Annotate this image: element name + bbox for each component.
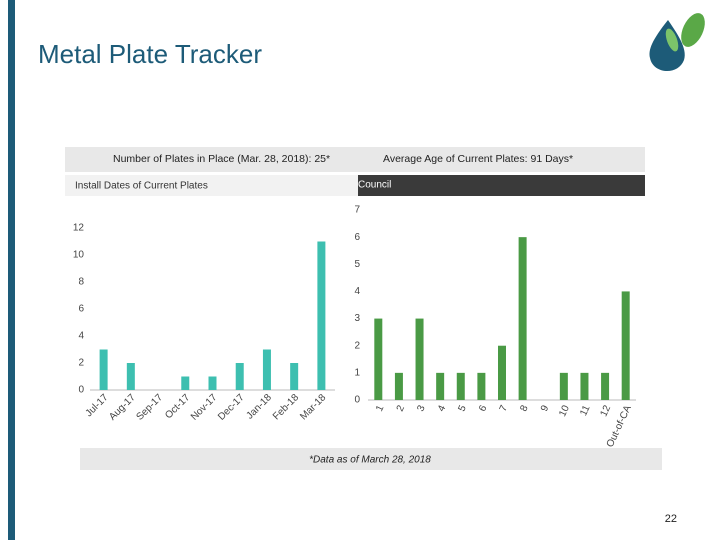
x-tick-label: 2 xyxy=(395,403,408,413)
bar xyxy=(208,376,217,390)
y-tick-label: 10 xyxy=(73,250,85,261)
chart-header xyxy=(358,175,645,196)
footnote-bar xyxy=(80,448,662,470)
logo xyxy=(649,13,705,72)
y-tick-label: 0 xyxy=(78,385,84,396)
bar xyxy=(374,318,383,400)
x-tick-label: 7 xyxy=(498,403,511,413)
x-tick-label: Aug-17 xyxy=(107,392,138,423)
bar xyxy=(317,241,326,390)
x-tick-label: 9 xyxy=(539,403,552,413)
bar xyxy=(559,372,568,400)
bar xyxy=(181,376,190,390)
x-tick-label: Oct-17 xyxy=(163,392,192,421)
y-tick-label: 1 xyxy=(354,367,360,378)
bar xyxy=(621,291,630,400)
x-tick-label: Nov-17 xyxy=(189,392,220,423)
y-tick-label: 5 xyxy=(354,259,360,270)
bar xyxy=(601,372,610,400)
x-tick-label: Dec-17 xyxy=(216,392,247,423)
bar xyxy=(394,372,403,400)
x-tick-label: 10 xyxy=(557,403,572,418)
x-tick-label: 5 xyxy=(457,403,470,413)
x-tick-label: Sep-17 xyxy=(134,392,165,423)
y-tick-label: 12 xyxy=(73,223,85,234)
x-tick-label: Feb-18 xyxy=(271,392,301,422)
bar xyxy=(415,318,424,400)
bar xyxy=(518,237,527,400)
y-tick-label: 0 xyxy=(354,395,360,406)
bar xyxy=(498,345,506,400)
x-tick-label: 11 xyxy=(578,403,593,417)
x-tick-label: 12 xyxy=(599,403,614,418)
bar xyxy=(580,372,589,400)
info-text: Number of Plates in Place (Mar. 28, 2018… xyxy=(113,153,330,165)
bar xyxy=(99,349,108,390)
y-tick-label: 4 xyxy=(78,331,84,342)
y-tick-label: 2 xyxy=(354,340,360,351)
chart-header xyxy=(65,175,358,196)
x-tick-label: 6 xyxy=(477,403,490,413)
x-tick-label: Mar-18 xyxy=(298,392,328,422)
y-tick-label: 2 xyxy=(78,358,84,369)
y-tick-label: 3 xyxy=(354,313,360,324)
chart-title: Council xyxy=(358,180,391,191)
x-tick-label: 3 xyxy=(415,403,428,413)
footnote: *Data as of March 28, 2018 xyxy=(309,455,431,466)
x-tick-label: 4 xyxy=(436,403,449,413)
y-tick-label: 7 xyxy=(354,205,360,216)
bar xyxy=(456,372,465,400)
bar xyxy=(262,349,271,390)
x-tick-label: 1 xyxy=(374,403,387,413)
page-number: 22 xyxy=(665,513,677,525)
bar xyxy=(235,363,244,390)
x-tick-label: Jan-18 xyxy=(245,392,275,422)
slide-title: Metal Plate Tracker xyxy=(38,39,262,69)
x-tick-label: 8 xyxy=(518,403,531,413)
y-tick-label: 6 xyxy=(354,232,360,243)
y-tick-label: 6 xyxy=(78,304,84,315)
y-tick-label: 4 xyxy=(354,286,360,297)
bar xyxy=(290,363,299,390)
bar xyxy=(436,372,445,400)
bar xyxy=(477,372,486,400)
info-bar xyxy=(65,147,645,172)
side-bar xyxy=(8,0,15,540)
bar xyxy=(126,363,135,390)
chart-title: Install Dates of Current Plates xyxy=(75,181,208,192)
info-text: Average Age of Current Plates: 91 Days* xyxy=(383,153,573,165)
y-tick-label: 8 xyxy=(78,277,84,288)
